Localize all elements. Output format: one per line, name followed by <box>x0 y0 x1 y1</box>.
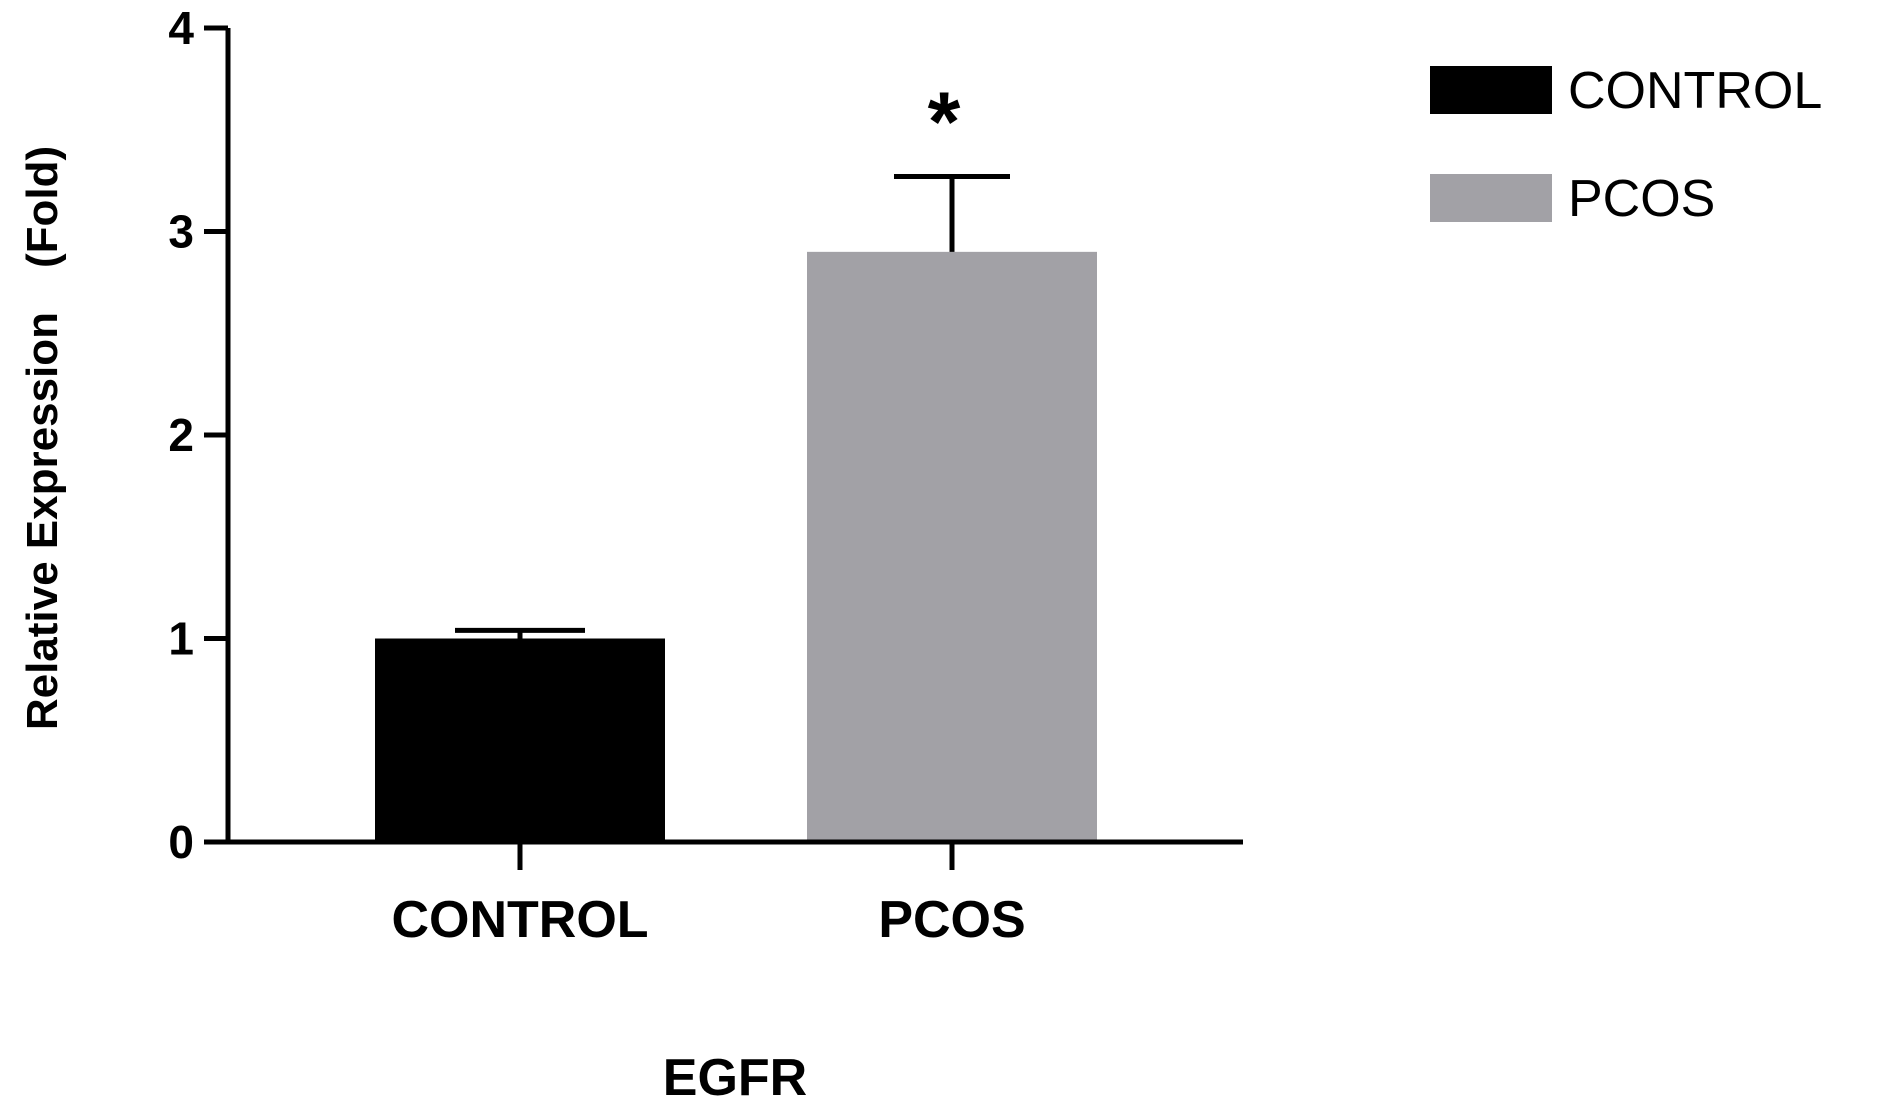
bar-pcos <box>807 251 1097 843</box>
y-axis-label: Relative Expression (Fold) <box>18 146 67 730</box>
x-axis-label: EGFR <box>663 1049 807 1106</box>
x-axis-ticks: CONTROL PCOS <box>391 842 1026 949</box>
bar-control <box>375 638 665 842</box>
error-bars <box>455 174 1010 639</box>
y-tick-label: 4 <box>168 2 194 54</box>
legend-label: PCOS <box>1568 170 1715 228</box>
x-tick-label: PCOS <box>878 891 1025 949</box>
y-tick-label: 1 <box>168 613 194 665</box>
y-tick-label: 2 <box>168 409 194 461</box>
y-tick-label: 0 <box>168 816 194 868</box>
legend-label: CONTROL <box>1568 62 1822 120</box>
y-axis-ticks: 0 1 2 3 4 <box>168 2 228 868</box>
y-tick-label: 3 <box>168 206 194 258</box>
legend: CONTROL PCOS <box>1430 62 1822 228</box>
significance-asterisk: * <box>928 75 961 169</box>
legend-swatch <box>1430 174 1552 222</box>
significance-markers: * <box>928 75 961 169</box>
x-tick-label: CONTROL <box>391 891 648 949</box>
legend-swatch <box>1430 66 1552 114</box>
bars <box>375 251 1097 843</box>
